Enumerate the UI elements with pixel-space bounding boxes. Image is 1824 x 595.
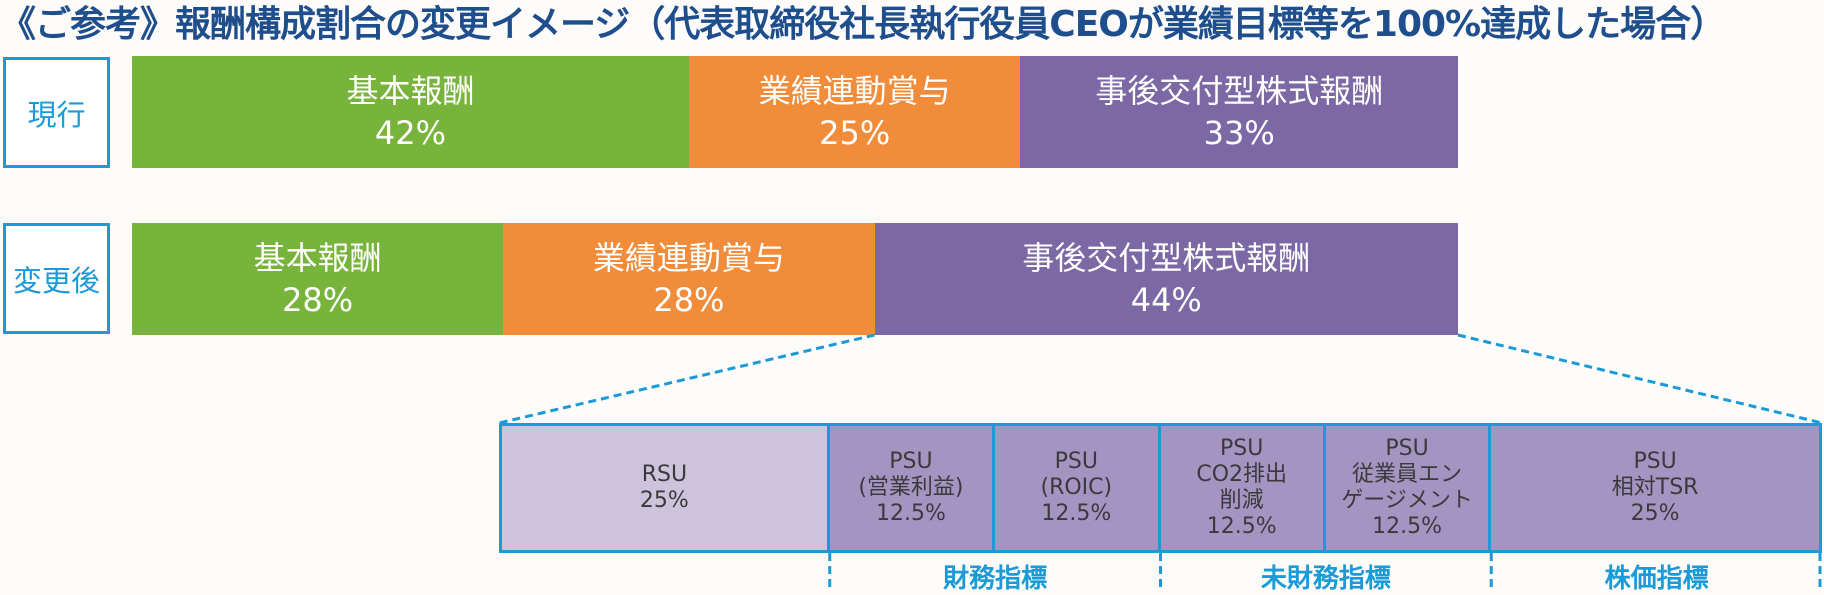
- bar-segment-basic-pay: 基本報酬 42%: [132, 56, 689, 168]
- breakdown-cell-psu: PSU CO2排出 削減 12.5%: [1160, 423, 1326, 553]
- segment-name: 基本報酬: [253, 239, 382, 277]
- breakdown-cell-text: 従業員エン: [1352, 462, 1463, 487]
- breakdown-cell-value: 25%: [1630, 501, 1680, 526]
- breakdown-cell-text: (営業利益): [858, 475, 964, 500]
- bar-segment-basic-pay: 基本報酬 28%: [132, 223, 504, 335]
- segment-value-label: 28%: [282, 281, 354, 319]
- breakdown-cell-text: 削減: [1219, 488, 1264, 513]
- breakdown-cell-text: PSU: [1220, 436, 1264, 461]
- breakdown-cell-psu: PSU 相対TSR 25%: [1491, 423, 1822, 553]
- breakdown-cell-psu: PSU (ROIC) 12.5%: [995, 423, 1161, 553]
- breakdown-cell-text: RSU: [641, 462, 688, 487]
- segment-value-label: 28%: [653, 281, 725, 319]
- segment-value-label: 33%: [1203, 114, 1275, 152]
- breakdown-cell-value: 12.5%: [875, 501, 946, 526]
- segment-name: 事後交付型株式報酬: [1095, 72, 1384, 110]
- bar-segment-stock-compensation: 事後交付型株式報酬 44%: [874, 223, 1458, 335]
- segment-name: 業績連動賞与: [758, 72, 951, 110]
- breakdown-cell-text: CO2排出: [1196, 462, 1288, 487]
- connector-line-right: [1457, 333, 1823, 425]
- bar-segment-performance-bonus: 業績連動賞与 25%: [688, 56, 1021, 168]
- segment-name: 業績連動賞与: [592, 239, 785, 277]
- bar-segment-performance-bonus: 業績連動賞与 28%: [503, 223, 875, 335]
- breakdown-cell-text: PSU: [889, 449, 933, 474]
- segment-value-label: 42%: [374, 114, 447, 152]
- bar-segment-stock-compensation: 事後交付型株式報酬 33%: [1020, 56, 1458, 168]
- breakdown-cell-text: ゲージメント: [1341, 488, 1473, 513]
- row-label-current: 現行: [3, 57, 110, 168]
- breakdown-cell-value: 25%: [639, 488, 689, 513]
- breakdown-cell-psu: PSU 従業員エン ゲージメント 12.5%: [1325, 423, 1492, 553]
- row-label-after: 変更後: [3, 223, 110, 334]
- segment-value-label: 25%: [819, 114, 891, 152]
- breakdown-cell-value: 12.5%: [1372, 514, 1442, 539]
- breakdown-cell-text: PSU: [1633, 449, 1677, 474]
- breakdown-cell-text: 相対TSR: [1611, 475, 1699, 500]
- page-title: 《ご参考》報酬構成割合の変更イメージ（代表取締役社長執行役員CEOが業績目標等を…: [0, 4, 1726, 45]
- segment-value-label: 44%: [1130, 281, 1202, 319]
- breakdown-cell-psu: PSU (営業利益) 12.5%: [829, 423, 996, 553]
- segment-name: 事後交付型株式報酬: [1022, 239, 1311, 277]
- breakdown-cell-value: 12.5%: [1041, 501, 1112, 526]
- breakdown-cell-text: (ROIC): [1040, 475, 1113, 500]
- breakdown-cell-text: PSU: [1054, 449, 1098, 474]
- breakdown-cell-text: PSU: [1385, 436, 1429, 461]
- breakdown-cell-value: 12.5%: [1206, 514, 1277, 539]
- connector-line-left: [498, 333, 875, 425]
- segment-name: 基本報酬: [346, 72, 475, 110]
- breakdown-cell-rsu: RSU 25%: [499, 423, 830, 553]
